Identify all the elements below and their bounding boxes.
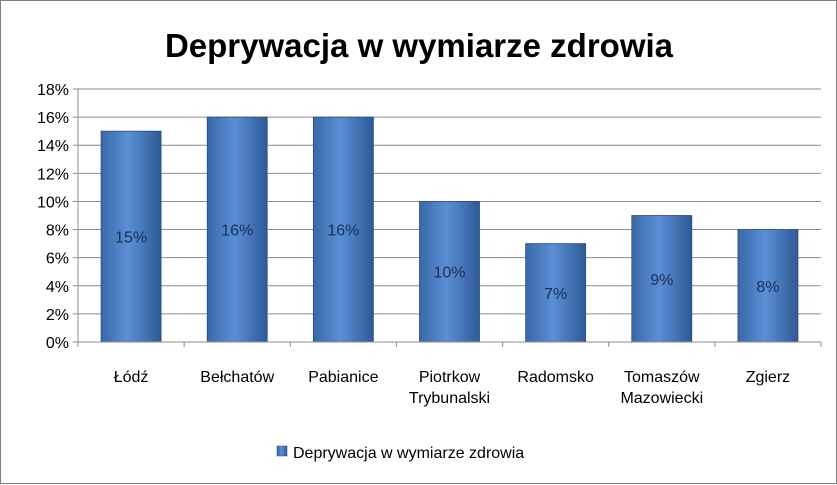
- x-tick-label: Pabianice: [308, 369, 378, 386]
- y-tick-label: 2%: [46, 307, 69, 324]
- bars-group: 15% 16% 16% 10% 7% 9% 8%: [100, 116, 799, 343]
- y-tick-label: 10%: [37, 194, 69, 211]
- y-tick-label: 6%: [46, 251, 69, 268]
- y-tick-label: 18%: [37, 82, 69, 99]
- data-label: 9%: [650, 272, 673, 289]
- y-tick-label: 0%: [46, 335, 69, 352]
- y-tick-label: 8%: [46, 223, 69, 240]
- data-label: 10%: [433, 265, 465, 282]
- data-label: 16%: [327, 223, 359, 240]
- y-tick-label: 4%: [46, 279, 69, 296]
- bar: [312, 116, 374, 343]
- data-label: 8%: [756, 279, 779, 296]
- x-tick-label: Zgierz: [746, 369, 790, 386]
- data-label: 7%: [544, 286, 567, 303]
- x-tick-label: Piotrkow: [419, 369, 481, 386]
- bar: [100, 130, 162, 343]
- x-tick-label: Bełchatów: [200, 369, 274, 386]
- x-tick-label: Trybunalski: [409, 390, 490, 407]
- legend-swatch: [276, 445, 288, 457]
- x-tick-label: Łódź: [114, 369, 149, 386]
- y-tick-label: 12%: [37, 166, 69, 183]
- x-tick-label: Radomsko: [517, 369, 594, 386]
- x-tick-label: Tomaszów: [624, 369, 700, 386]
- data-label: 15%: [115, 230, 147, 247]
- x-axis: Łódź Bełchatów Pabianice Piotrkow Trybunalsk…: [77, 341, 822, 407]
- x-tick-label: Mazowiecki: [620, 390, 703, 407]
- chart-title: Deprywacja w wymiarze zdrowia: [165, 27, 674, 64]
- y-axis: 0% 2% 4% 6% 8% 10% 12% 14% 16% 18%: [37, 82, 79, 352]
- bar: [206, 116, 268, 343]
- bar: [737, 229, 799, 343]
- legend-label: Deprywacja w wymiarze zdrowia: [293, 445, 524, 462]
- legend: Deprywacja w wymiarze zdrowia: [276, 445, 524, 462]
- y-tick-label: 14%: [37, 138, 69, 155]
- bar: [631, 215, 693, 343]
- bar: [525, 243, 587, 343]
- bar: [419, 201, 480, 343]
- data-label: 16%: [221, 223, 253, 240]
- y-tick-label: 16%: [37, 110, 69, 127]
